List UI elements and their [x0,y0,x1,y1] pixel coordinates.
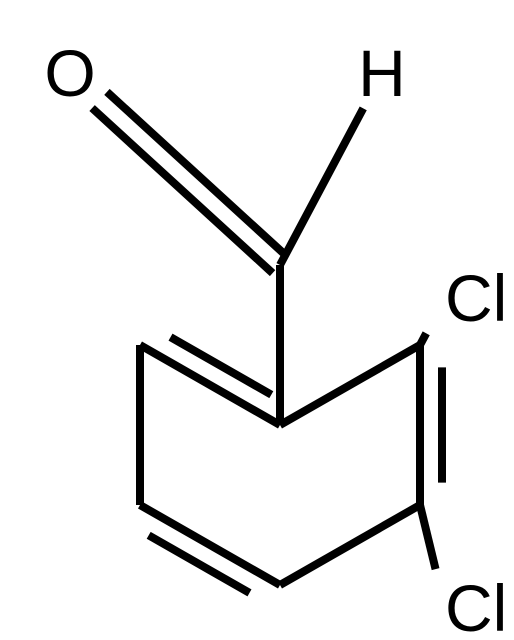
atom-label-o: O [44,36,95,110]
chemical-structure-diagram: O H Cl Cl [0,0,514,640]
atom-label-cl2: Cl [445,571,507,640]
atom-label-cl1: Cl [445,261,507,335]
atom-label-h: H [358,36,406,110]
